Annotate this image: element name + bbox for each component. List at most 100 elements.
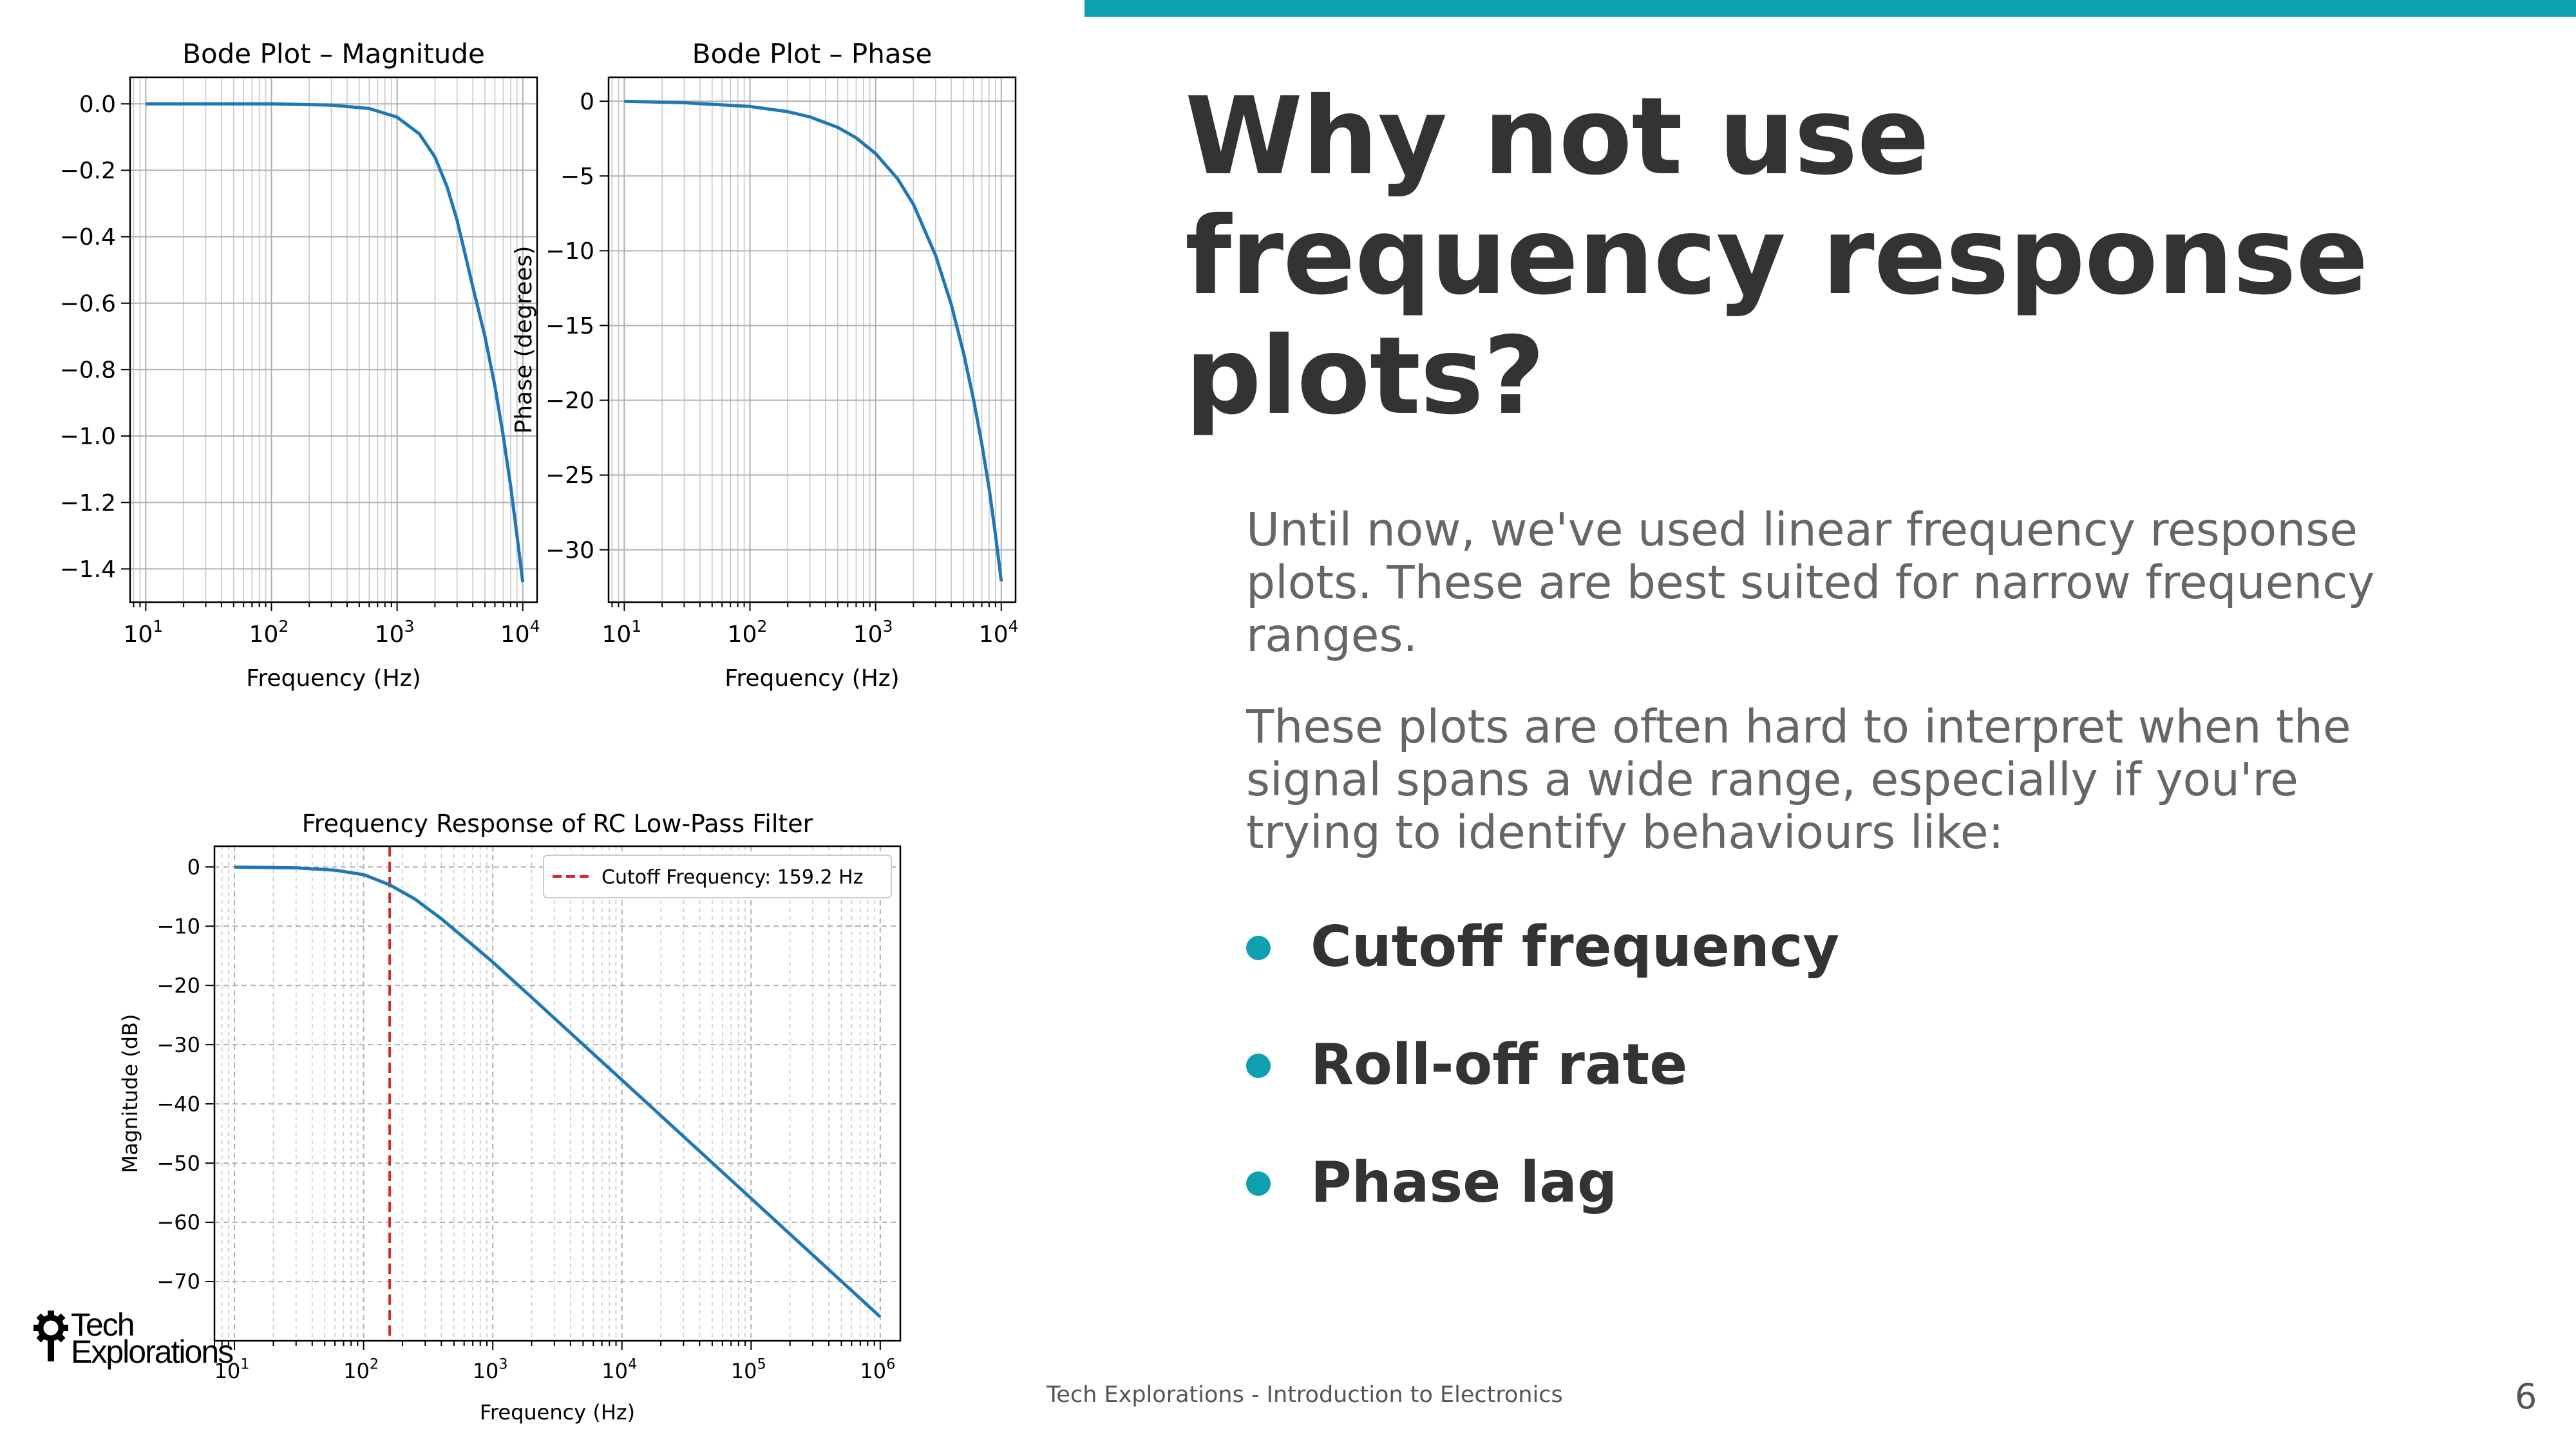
x-tick-exponent: 1 (153, 617, 163, 636)
y-tick-label: −25 (545, 462, 594, 489)
y-tick-label: −60 (156, 1210, 200, 1235)
x-tick-label: 104 (601, 1356, 637, 1383)
x-tick-base: 10 (731, 1359, 757, 1383)
x-tick-base: 10 (214, 1359, 241, 1383)
x-tick-label: 102 (728, 617, 768, 648)
x-tick-base: 10 (601, 621, 631, 648)
x-tick-label: 103 (473, 1356, 508, 1383)
page-number: 6 (2515, 1376, 2537, 1417)
bullet-item-cutoff: Cutoff frequency (1246, 911, 1839, 1029)
chart-title: Bode Plot – Phase (692, 38, 933, 70)
footer-text: Tech Explorations - Introduction to Elec… (1046, 1382, 1563, 1408)
x-tick-base: 10 (249, 621, 279, 648)
plot-frame (129, 76, 538, 603)
x-tick-base: 10 (853, 621, 883, 648)
x-tick-base: 10 (728, 621, 757, 648)
tech-explorations-logo: Tech Explorations (33, 1307, 265, 1372)
x-tick-label: 102 (343, 1356, 379, 1383)
bullet-label: Cutoff frequency (1311, 914, 1840, 980)
x-tick-exponent: 3 (498, 1356, 507, 1373)
y-tick-label: 0 (187, 855, 200, 879)
y-tick-label: −5 (560, 164, 594, 190)
x-tick-label: 104 (979, 617, 1019, 648)
x-tick-exponent: 4 (1009, 617, 1019, 636)
x-tick-exponent: 4 (628, 1356, 637, 1373)
x-tick-base: 10 (375, 621, 404, 648)
x-tick-exponent: 3 (883, 617, 893, 636)
chart-title: Frequency Response of RC Low-Pass Filter (302, 810, 813, 838)
x-tick-label: 102 (249, 617, 289, 648)
y-tick-label: −50 (156, 1151, 200, 1175)
x-axis-label: Frequency (Hz) (246, 665, 421, 692)
y-tick-label: −20 (545, 388, 594, 414)
x-tick-exponent: 6 (886, 1356, 895, 1373)
y-tick-label: 0.0 (79, 91, 116, 118)
series-line (624, 99, 1003, 582)
x-tick-exponent: 2 (278, 617, 289, 636)
y-tick-label: −1.2 (60, 490, 116, 516)
x-tick-base: 10 (473, 1359, 499, 1383)
y-tick-label: 0 (580, 89, 594, 115)
explanation-paragraph: These plots are often hard to interpret … (1246, 700, 2351, 859)
y-tick-label: −0.4 (60, 224, 116, 251)
y-tick-label: −30 (545, 537, 594, 564)
bullet-item-phase: Phase lag (1246, 1147, 1839, 1265)
y-tick-label: −15 (545, 313, 594, 339)
logo-text-explorations: Explorations (71, 1334, 234, 1370)
y-tick-label: −10 (156, 914, 200, 938)
x-tick-label: 101 (214, 1356, 250, 1383)
minor-gridlines (611, 77, 1002, 611)
y-axis-label: Magnitude (dB) (118, 1014, 142, 1173)
x-tick-exponent: 4 (530, 617, 540, 636)
bullet-item-rolloff: Roll-off rate (1246, 1029, 1839, 1147)
x-axis-label: Frequency (Hz) (480, 1400, 635, 1425)
y-tick-label: −0.2 (60, 158, 116, 184)
plot-frame (607, 76, 1017, 603)
intro-paragraph: Until now, we've used linear frequency r… (1246, 503, 2375, 662)
x-tick-label: 101 (123, 617, 163, 648)
series-line (146, 102, 525, 583)
bullet-dot-icon (1246, 936, 1271, 960)
x-tick-exponent: 1 (631, 617, 641, 636)
x-tick-base: 10 (979, 621, 1009, 648)
legend: Cutoff Frequency: 159.2 Hz (543, 855, 892, 898)
x-tick-base: 10 (601, 1359, 628, 1383)
series-line (234, 865, 882, 1318)
y-tick-label: −40 (156, 1092, 200, 1116)
x-tick-label: 101 (601, 617, 641, 648)
minor-gridlines (214, 846, 881, 1350)
x-tick-exponent: 3 (404, 617, 415, 636)
y-tick-label: −0.8 (60, 357, 116, 384)
x-tick-label: 105 (731, 1356, 766, 1383)
bullet-dot-icon (1246, 1171, 1271, 1196)
y-tick-label: −30 (156, 1032, 200, 1057)
x-tick-label: 104 (500, 617, 540, 648)
bullet-dot-icon (1246, 1054, 1271, 1078)
x-tick-base: 10 (860, 1359, 886, 1383)
legend-label: Cutoff Frequency: 159.2 Hz (601, 866, 863, 889)
y-tick-label: −70 (156, 1269, 200, 1294)
y-tick-label: −20 (156, 973, 200, 998)
accent-bar (1084, 0, 2576, 17)
x-tick-base: 10 (343, 1359, 370, 1383)
bullet-label: Roll-off rate (1311, 1032, 1688, 1097)
bullet-label: Phase lag (1311, 1150, 1618, 1215)
minor-gridlines (133, 77, 524, 611)
y-tick-label: −1.4 (60, 556, 116, 583)
x-tick-exponent: 2 (757, 617, 767, 636)
x-tick-label: 103 (853, 617, 893, 648)
plot-frame (213, 845, 902, 1342)
x-tick-exponent: 5 (757, 1356, 766, 1373)
x-tick-base: 10 (123, 621, 153, 648)
legend-box (543, 855, 892, 898)
slide-title: Why not use frequency response plots? (1185, 75, 2369, 439)
x-tick-base: 10 (500, 621, 530, 648)
x-tick-exponent: 2 (370, 1356, 379, 1373)
x-tick-label: 106 (860, 1356, 895, 1383)
gear-icon (33, 1311, 68, 1361)
y-axis-label: Phase (degrees) (511, 246, 537, 434)
logo-text-tech: Tech (71, 1307, 135, 1343)
